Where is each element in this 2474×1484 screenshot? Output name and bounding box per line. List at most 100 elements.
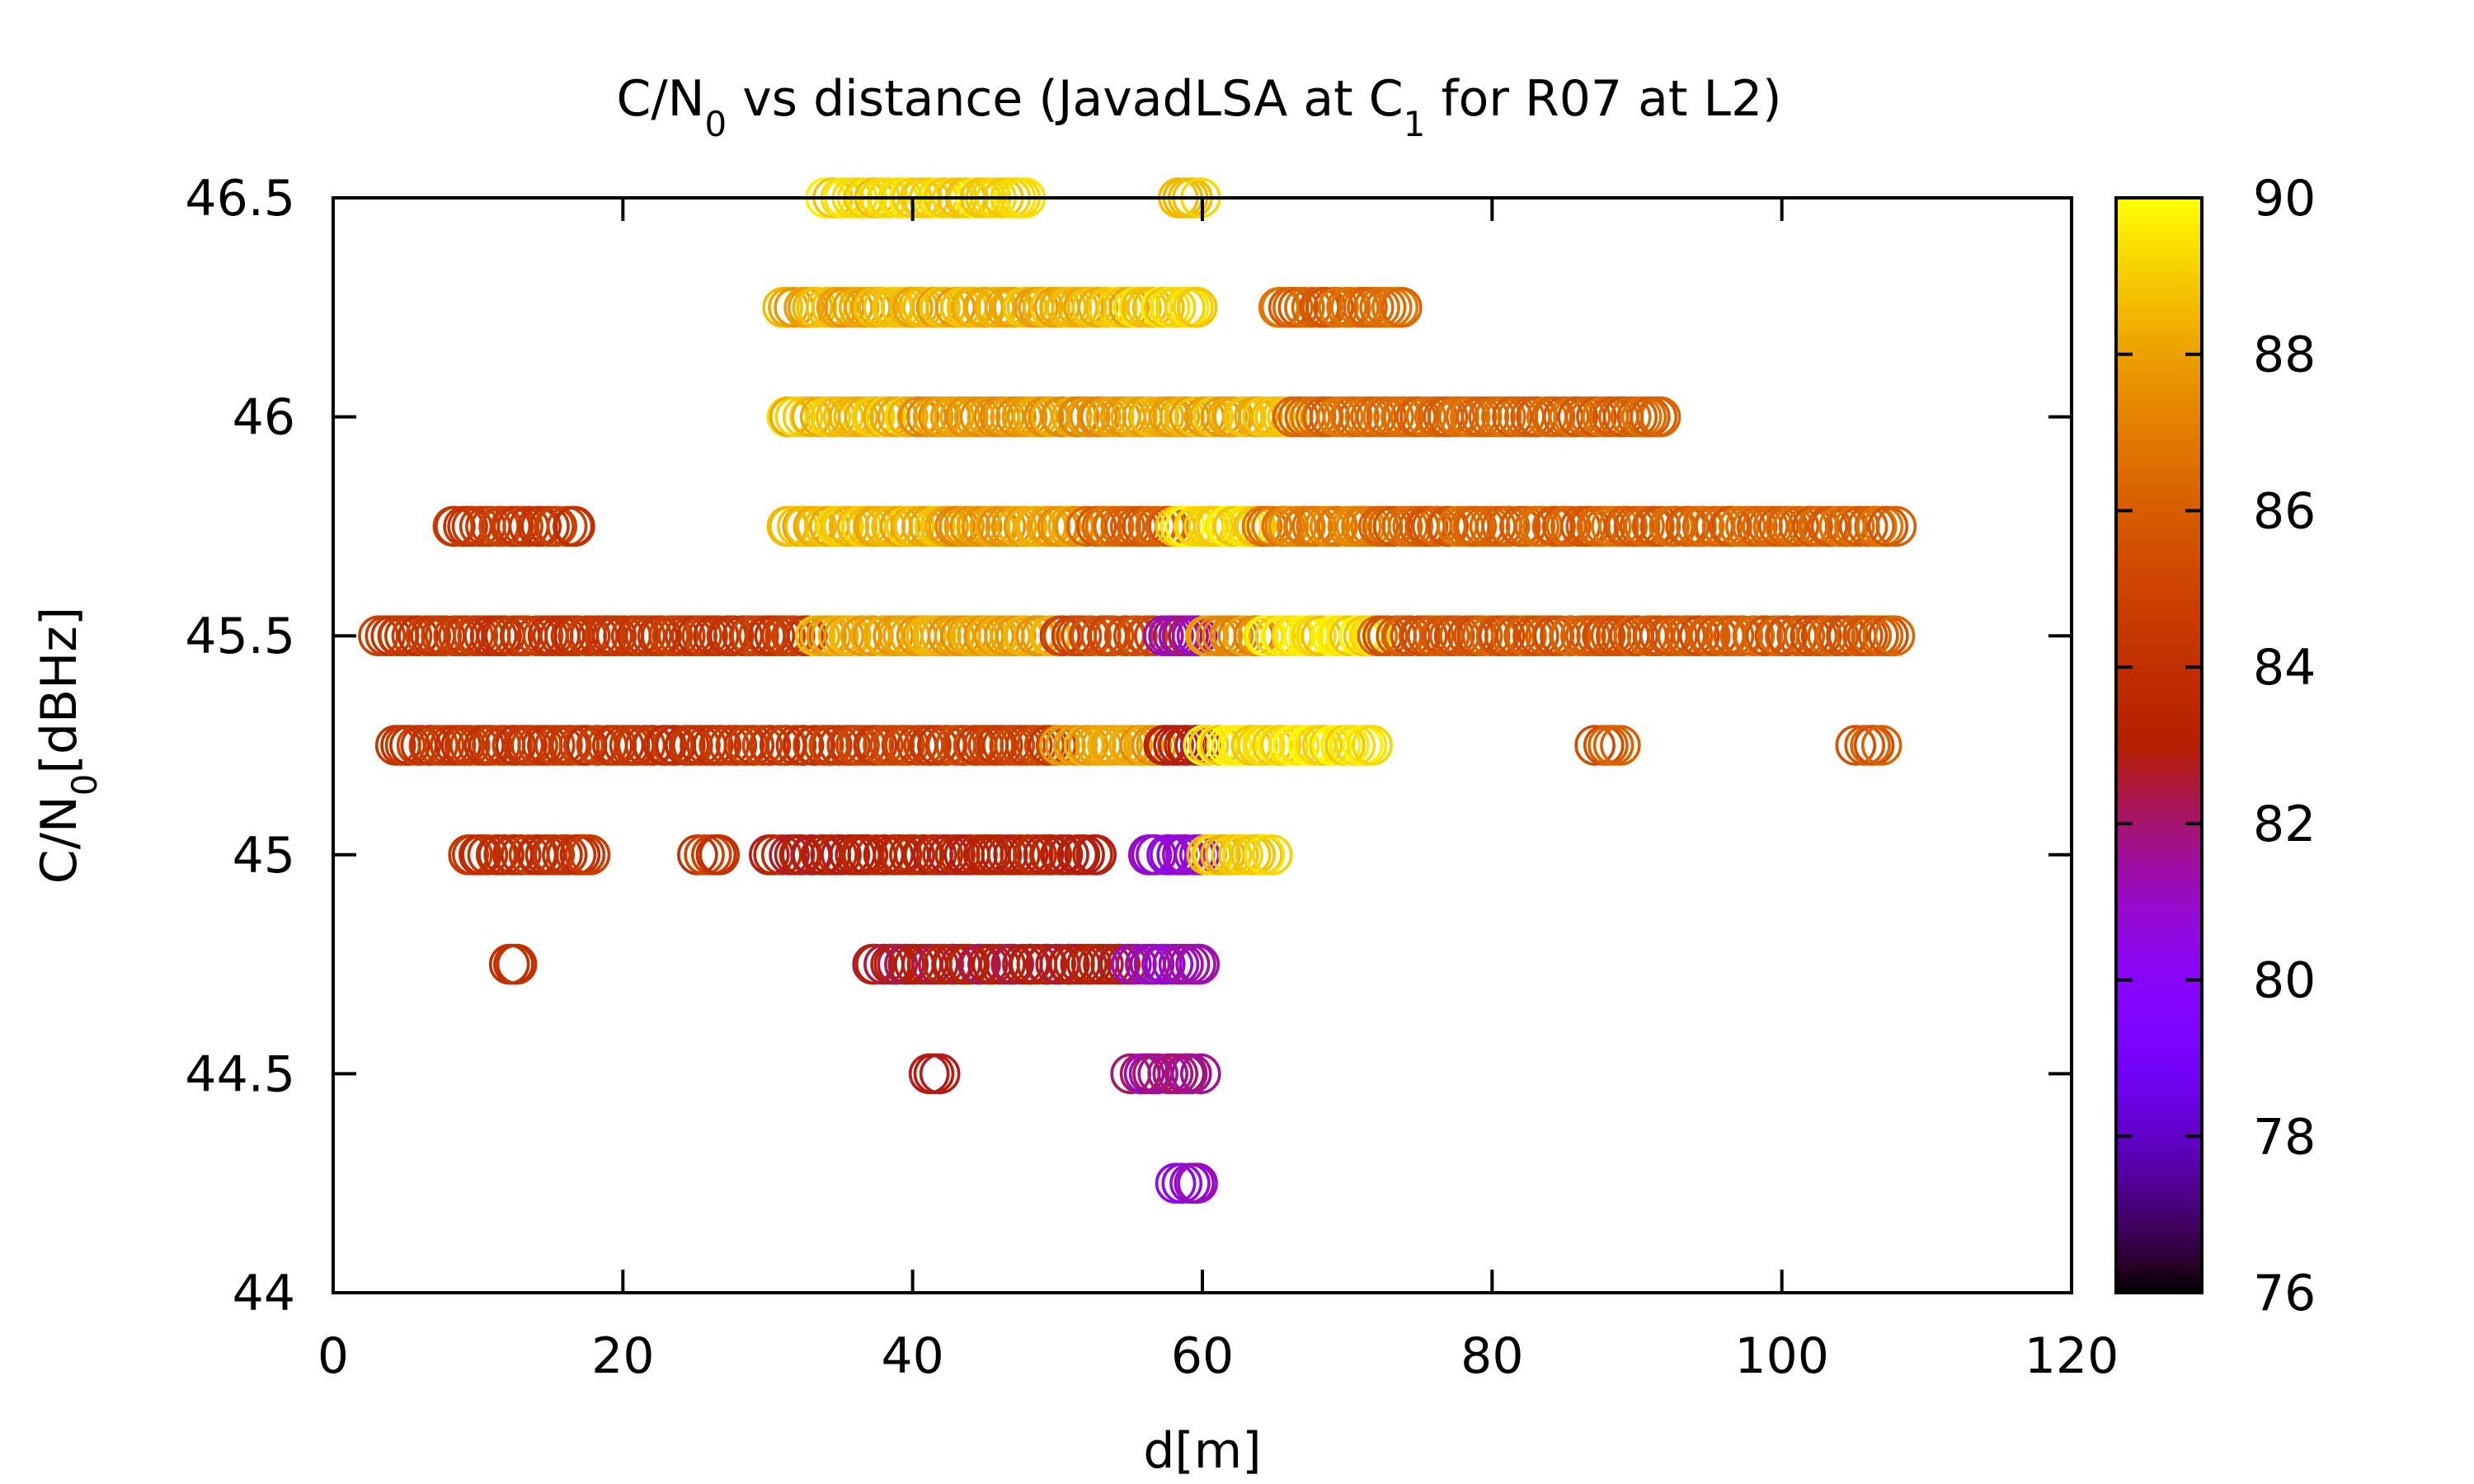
data-point	[1176, 286, 1218, 328]
data-point	[828, 505, 870, 547]
y-tick-label: 44	[233, 1265, 295, 1322]
data-point	[830, 615, 872, 657]
data-point	[1031, 834, 1073, 876]
data-point	[1045, 725, 1086, 766]
x-tick-label: 120	[2025, 1327, 2119, 1385]
data-point	[794, 725, 836, 766]
data-point	[796, 286, 838, 328]
data-point	[750, 725, 792, 766]
data-point	[1683, 505, 1725, 547]
data-points	[358, 177, 1917, 1204]
data-point	[1505, 505, 1547, 547]
data-point	[1225, 396, 1267, 438]
data-point	[948, 943, 990, 985]
data-point	[1133, 943, 1175, 985]
data-point	[1251, 834, 1293, 876]
colorbar-ticks: 76 78 80 82 84 86 88 90	[2116, 170, 2316, 1322]
x-tick-label: 100	[1734, 1327, 1829, 1385]
data-point	[1178, 943, 1221, 985]
data-point	[887, 396, 929, 438]
data-point	[1268, 505, 1310, 547]
data-point	[1810, 505, 1852, 547]
data-point	[1251, 505, 1293, 547]
data-point	[1639, 505, 1681, 547]
data-point	[1131, 286, 1174, 328]
data-point	[769, 505, 810, 547]
data-point	[698, 615, 740, 657]
data-point	[1427, 505, 1470, 547]
colorbar-tick-label: 86	[2253, 482, 2316, 540]
data-point	[796, 505, 838, 547]
data-point	[774, 615, 816, 657]
colorbar-tick-label: 82	[2253, 796, 2316, 853]
data-point	[1827, 615, 1869, 657]
data-point	[999, 834, 1041, 876]
y-axis-ticks: 44 44.5 45 45.5 46 46.5	[185, 170, 2072, 1322]
data-point	[536, 505, 578, 547]
chart-title: C/N0 vs distance (JavadLSA at C1 for R07…	[616, 70, 1781, 144]
data-point	[1188, 725, 1230, 766]
data-point	[1600, 725, 1641, 766]
x-tick-label: 60	[1171, 1327, 1234, 1385]
data-point	[1574, 725, 1616, 766]
data-point	[1639, 615, 1681, 657]
data-point	[641, 615, 682, 657]
data-point	[993, 943, 1034, 985]
data-point	[698, 834, 741, 876]
x-tick-label: 0	[317, 1327, 349, 1385]
data-point	[400, 725, 442, 766]
data-point	[1311, 725, 1352, 766]
data-point	[917, 725, 958, 766]
data-point	[1381, 286, 1423, 328]
data-point	[1639, 396, 1681, 438]
data-point	[569, 615, 611, 657]
data-point	[1405, 396, 1447, 438]
data-point	[733, 725, 775, 766]
data-point	[713, 615, 755, 657]
data-point	[1624, 505, 1665, 547]
data-point	[1176, 615, 1218, 657]
data-point	[1161, 1162, 1203, 1204]
data-point	[1278, 725, 1320, 766]
data-point	[1048, 834, 1089, 876]
data-point	[926, 725, 968, 766]
data-point	[898, 396, 940, 438]
data-point	[1064, 834, 1105, 876]
data-point	[500, 834, 542, 876]
data-point	[1318, 286, 1359, 328]
data-point	[1733, 615, 1776, 657]
data-point	[534, 834, 576, 876]
data-point	[1171, 1053, 1212, 1095]
data-point	[760, 834, 802, 876]
data-point	[1021, 615, 1062, 657]
data-point	[700, 725, 742, 766]
data-point	[1678, 615, 1720, 657]
data-point	[569, 834, 611, 876]
x-axis-ticks: 0 20 40 60 80 100 120	[317, 198, 2119, 1385]
data-point	[847, 834, 889, 876]
data-point	[854, 396, 896, 438]
data-point	[546, 834, 588, 876]
data-point	[1874, 615, 1916, 657]
data-point	[1550, 615, 1592, 657]
data-point	[863, 286, 904, 328]
data-point	[449, 725, 491, 766]
data-point	[1835, 725, 1877, 766]
data-point	[1557, 396, 1598, 438]
data-point	[1875, 505, 1917, 547]
y-tick-label: 45	[233, 827, 295, 885]
data-point	[1860, 725, 1903, 766]
data-point	[1242, 396, 1283, 438]
data-point	[1818, 615, 1860, 657]
colorbar-tick-label: 90	[2253, 170, 2316, 228]
data-point	[1026, 943, 1068, 985]
data-point	[781, 834, 822, 876]
colorbar-tick-label: 78	[2253, 1108, 2316, 1166]
data-point	[550, 725, 592, 766]
data-point	[783, 725, 825, 766]
data-point	[1867, 505, 1909, 547]
x-tick-label: 40	[881, 1327, 943, 1385]
data-point	[1244, 834, 1286, 876]
colorbar-tick-label: 76	[2253, 1265, 2316, 1322]
